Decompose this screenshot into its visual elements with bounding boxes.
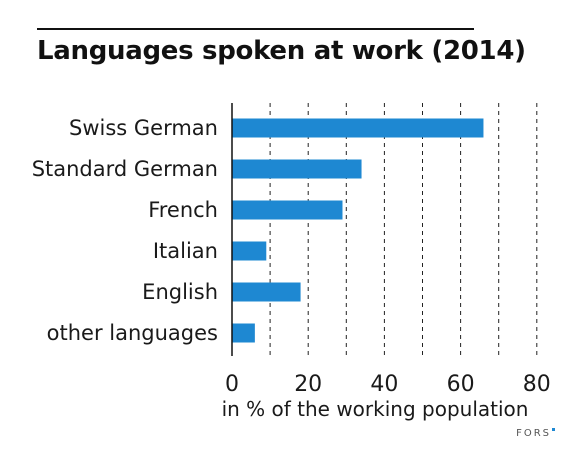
x-tick-label: 40 [370,372,398,397]
bar [232,282,301,302]
category-label: English [142,280,218,304]
bar [232,323,255,343]
x-axis-title: in % of the working population [221,397,529,421]
category-label: Standard German [32,157,218,181]
category-label: Swiss German [69,116,218,140]
brand-logo: FORS [516,428,555,439]
category-labels: Swiss German Standard German French Italian… [32,116,218,345]
tick-labels: 0 20 40 60 80 [225,372,551,397]
bar [232,200,343,220]
gridlines [269,103,538,356]
bars [232,118,484,343]
x-tick-label: 0 [225,372,239,397]
x-tick-label: 80 [523,372,551,397]
category-label: Italian [153,239,218,263]
bar [232,118,484,138]
category-label: French [148,198,218,222]
bar [232,241,267,261]
category-label: other languages [47,321,218,345]
top-rule [37,28,474,30]
x-tick-label: 20 [294,372,322,397]
chart-title: Languages spoken at work (2014) [37,36,526,66]
bar [232,159,362,179]
x-tick-label: 60 [447,372,475,397]
